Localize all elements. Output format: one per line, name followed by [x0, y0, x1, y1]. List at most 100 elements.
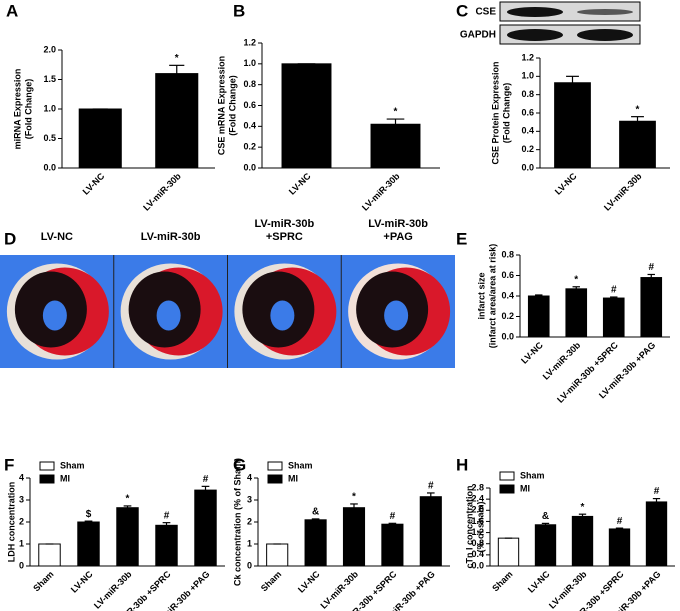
legend-swatch	[39, 474, 55, 484]
annotation: *	[175, 53, 179, 64]
y-tick-label: 0.5	[43, 133, 56, 143]
x-tick-label: Sham	[31, 569, 55, 593]
y-tick-label: 0	[19, 560, 24, 570]
y-tick-label: 2.4	[471, 494, 484, 504]
y-tick-label: 0.2	[501, 311, 514, 321]
annotation: *	[394, 107, 398, 118]
y-tick-label: 0.8	[243, 79, 256, 89]
bar	[602, 297, 625, 338]
annotation: *	[636, 104, 640, 115]
x-tick-label: LV-NC	[553, 171, 579, 197]
panel-letter: D	[4, 229, 16, 248]
y-tick-label: 0.6	[501, 270, 514, 280]
bar	[571, 515, 594, 567]
legend-label: MI	[288, 473, 298, 483]
legend-label: MI	[520, 483, 530, 493]
y-tick-label: 2.0	[471, 505, 484, 515]
bar	[640, 277, 663, 338]
panel-letter: C	[456, 1, 468, 20]
blot-band	[577, 9, 633, 15]
bar	[77, 521, 100, 567]
panel-letter: H	[456, 455, 468, 474]
image-caption: LV-NC	[41, 231, 73, 243]
y-tick-label: 1.2	[471, 527, 484, 537]
bar	[281, 63, 332, 169]
bar	[155, 73, 199, 169]
image-caption: LV-miR-30b	[255, 218, 315, 230]
annotation: *	[574, 274, 578, 285]
y-axis-label: cTn I concentration	[464, 485, 474, 568]
legend-swatch	[267, 461, 283, 471]
y-axis-label: Ck concentration (% of Sham)	[232, 458, 242, 586]
image-caption: +SPRC	[266, 231, 303, 243]
y-tick-label: 2.0	[43, 44, 56, 54]
x-tick-label: LV-NC	[69, 569, 95, 595]
annotation: *	[126, 494, 130, 505]
y-tick-label: 1.0	[243, 58, 256, 68]
y-axis-label: (Fold Change)	[23, 79, 33, 140]
annotation: #	[611, 285, 617, 296]
y-tick-label: 1	[247, 538, 252, 548]
y-tick-label: 0.8	[471, 538, 484, 548]
annotation: #	[654, 486, 660, 497]
y-tick-label: 0.4	[471, 549, 484, 559]
bar	[78, 108, 122, 169]
annotation: *	[352, 492, 356, 503]
annotation: #	[617, 516, 623, 527]
panel-letter: F	[4, 455, 14, 474]
y-tick-label: 3	[19, 494, 24, 504]
y-tick-label: 0.4	[243, 121, 256, 131]
bar	[155, 524, 178, 567]
legend-swatch	[39, 461, 55, 471]
blot-label: CSE	[475, 7, 496, 18]
y-tick-label: 2	[247, 516, 252, 526]
y-tick-label: 0.8	[521, 89, 534, 99]
y-axis-label: infarct size	[476, 272, 486, 319]
y-tick-label: 0.0	[521, 162, 534, 172]
y-tick-label: 0.2	[243, 142, 256, 152]
y-axis-label: CSE mRNA Expression	[216, 56, 226, 155]
x-tick-label: Sham	[490, 569, 514, 593]
y-tick-label: 0.8	[501, 249, 514, 259]
bar	[342, 507, 366, 567]
y-tick-label: 4	[247, 472, 252, 482]
y-tick-label: 4	[19, 472, 24, 482]
bar	[381, 523, 404, 567]
y-axis-label: (Fold Change)	[227, 75, 237, 136]
annotation: #	[428, 481, 434, 492]
bar	[554, 82, 591, 169]
y-tick-label: 0.0	[471, 560, 484, 570]
annotation: &	[542, 511, 549, 522]
annotation: &	[312, 507, 319, 518]
y-tick-label: 0.4	[521, 126, 534, 136]
bar	[304, 519, 327, 567]
y-tick-label: 0.2	[521, 144, 534, 154]
y-tick-label: 0.6	[521, 107, 534, 117]
y-axis-label: (% of sham)	[475, 501, 485, 552]
legend-label: MI	[60, 473, 70, 483]
x-tick-label: LV-NC	[81, 171, 107, 197]
x-tick-label: LV-miR-30b	[141, 171, 183, 213]
y-tick-label: 1.0	[521, 71, 534, 81]
x-tick-label: Sham	[259, 569, 283, 593]
y-tick-label: 1.2	[521, 52, 534, 62]
annotation: *	[581, 502, 585, 513]
y-tick-label: 1.5	[43, 74, 56, 84]
legend-label: Sham	[60, 460, 85, 470]
y-axis-label: CSE Protein Expression	[490, 61, 500, 164]
bar	[116, 507, 139, 567]
y-tick-label: 2.8	[471, 482, 484, 492]
legend-swatch	[499, 471, 515, 481]
bar	[619, 120, 656, 169]
x-tick-label: LV-NC	[296, 569, 322, 595]
heart-cavity	[384, 300, 409, 331]
legend-label: Sham	[520, 470, 545, 480]
blot-band	[507, 29, 563, 41]
annotation: #	[390, 511, 396, 522]
heart-cavity	[156, 300, 181, 331]
annotation: $	[86, 509, 92, 520]
y-tick-label: 0.0	[43, 162, 56, 172]
y-tick-label: 1.0	[43, 103, 56, 113]
x-tick-label: LV-miR-30b	[360, 171, 402, 213]
